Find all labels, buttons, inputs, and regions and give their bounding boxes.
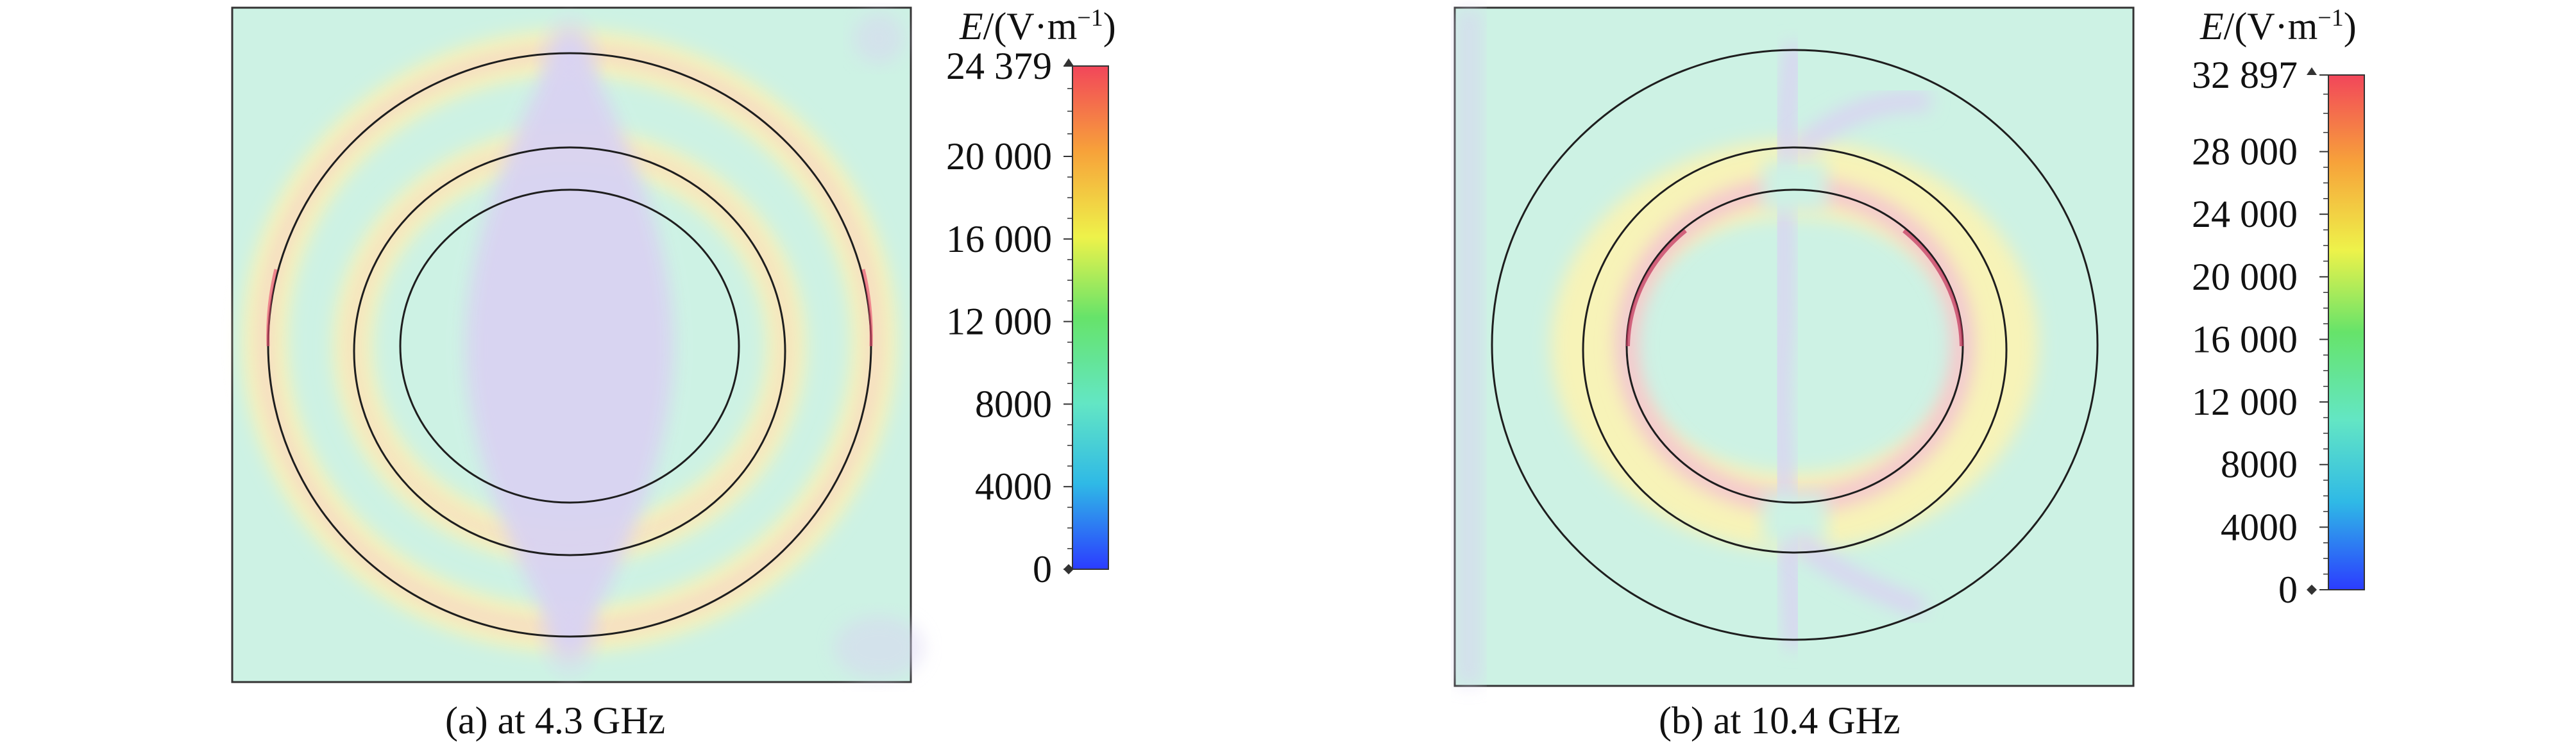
panel-a-svg: 24 379 20 000 16 000 12 000 8000 4000 0 bbox=[231, 6, 1109, 686]
colorbar-tick-label: 12 000 bbox=[2192, 381, 2298, 423]
field-map-b bbox=[1453, 6, 2135, 687]
colorbar-tick-label: 0 bbox=[2278, 569, 2298, 611]
colorbar-tick-label: 0 bbox=[1033, 548, 1052, 590]
colorbar-tick-label: 4000 bbox=[2221, 506, 2298, 548]
panel-b-svg: 32 897 28 000 24 000 20 000 16 000 12 000 8000… bbox=[1453, 6, 2365, 687]
panel-b: 32 897 28 000 24 000 20 000 16 000 12 000 8000… bbox=[1288, 0, 2576, 750]
colorbar-min-marker-a bbox=[1063, 564, 1074, 574]
colorbar-tick-label: 24 000 bbox=[2192, 193, 2298, 235]
colorbar-tick-label: 24 379 bbox=[946, 45, 1052, 87]
colorbar-ticks-b: 32 897 28 000 24 000 20 000 16 000 12 000 8000… bbox=[2192, 54, 2328, 611]
colorbar-title-b: E/(V·m−1) bbox=[2200, 4, 2357, 47]
colorbar-tick-label: 20 000 bbox=[946, 135, 1052, 178]
colorbar-tick-label: 32 897 bbox=[2192, 54, 2298, 96]
colorbar-title-a: E/(V·m−1) bbox=[960, 4, 1116, 47]
colorbar-tick-label: 12 000 bbox=[946, 301, 1052, 343]
colorbar-a: 24 379 20 000 16 000 12 000 8000 4000 0 bbox=[946, 45, 1109, 590]
colorbar-tick-label: 8000 bbox=[975, 383, 1052, 425]
colorbar-min-marker-b bbox=[2307, 585, 2317, 595]
colorbar-ticks-a: 24 379 20 000 16 000 12 000 8000 4000 0 bbox=[946, 45, 1072, 590]
colorbar-tick-label: 4000 bbox=[975, 465, 1052, 508]
colorbar-tick-label: 28 000 bbox=[2192, 131, 2298, 173]
colorbar-b: 32 897 28 000 24 000 20 000 16 000 12 000 8000… bbox=[2192, 54, 2365, 611]
colorbar-max-marker-b bbox=[2307, 67, 2317, 75]
caption-b: (b) at 10.4 GHz bbox=[1659, 699, 1901, 742]
caption-a: (a) at 4.3 GHz bbox=[445, 699, 666, 742]
colorbar-tick-label: 8000 bbox=[2221, 444, 2298, 486]
colorbar-tick-label: 16 000 bbox=[946, 218, 1052, 260]
colorbar-max-marker-a bbox=[1063, 58, 1074, 66]
colorbar-tick-label: 16 000 bbox=[2192, 318, 2298, 360]
field-map-a bbox=[231, 6, 924, 686]
panel-a: 24 379 20 000 16 000 12 000 8000 4000 0 E/(V·m… bbox=[231, 4, 1116, 742]
colorbar-tick-label: 20 000 bbox=[2192, 256, 2298, 298]
